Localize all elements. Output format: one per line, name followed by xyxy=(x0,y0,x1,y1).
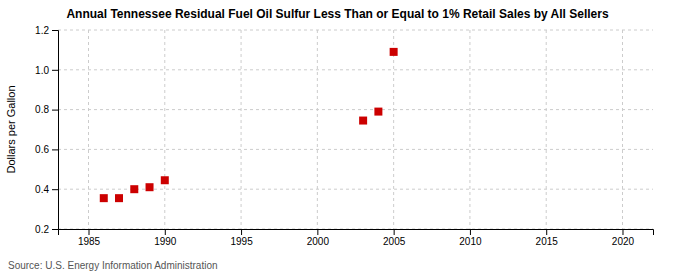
x-tick: 1990 xyxy=(154,229,177,247)
point xyxy=(390,48,398,56)
y-tick-label: 0.8 xyxy=(35,104,49,115)
points xyxy=(100,48,398,202)
annotation: Source: U.S. Energy Information Administ… xyxy=(8,260,218,271)
x-tick-label: 1990 xyxy=(154,236,177,247)
y-axis: 0.2 0.4 0.6 0.8 1.0 1.2 xyxy=(35,25,58,235)
grid-line xyxy=(241,30,242,229)
grid-line xyxy=(164,30,165,229)
y-tick-mark xyxy=(52,149,58,150)
chart: 198519901995200020052010201520200.20.40.… xyxy=(0,0,675,275)
x-axis-line xyxy=(59,230,654,236)
x-tick-mark xyxy=(470,229,471,235)
x-tick: 2005 xyxy=(383,229,406,247)
y-tick-label: 1.2 xyxy=(35,25,49,36)
point xyxy=(130,185,138,193)
x-tick-label: 1995 xyxy=(230,236,253,247)
point xyxy=(161,176,169,184)
y-tick: 0.8 xyxy=(35,104,58,115)
point xyxy=(146,183,154,191)
y-tick: 0.6 xyxy=(35,144,58,155)
grid-line xyxy=(58,69,653,70)
grid-line xyxy=(58,149,653,150)
x-tick-label: 1985 xyxy=(78,236,101,247)
point xyxy=(100,194,108,202)
y-axis-title: Dollars per Gallon xyxy=(5,85,17,173)
y-tick: 0.4 xyxy=(35,184,58,195)
x-tick-label: 2000 xyxy=(307,236,330,247)
title: Annual Tennessee Residual Fuel Oil Sulfu… xyxy=(66,7,608,21)
y-tick: 0.2 xyxy=(35,224,58,235)
x-tick-label: 2005 xyxy=(383,236,406,247)
y-tick-mark xyxy=(52,70,58,71)
x-tick-mark xyxy=(394,229,395,235)
grid-line xyxy=(622,30,623,229)
x-tick: 1995 xyxy=(230,229,253,247)
y-tick-mark xyxy=(52,229,58,230)
x-tick: 2010 xyxy=(459,229,482,247)
x-tick: 2015 xyxy=(536,229,559,247)
x-tick-label: 2015 xyxy=(536,236,559,247)
x-tick-mark xyxy=(165,229,166,235)
x-tick-label: 2010 xyxy=(459,236,482,247)
point xyxy=(115,194,123,202)
point xyxy=(374,108,382,116)
x-tick-mark xyxy=(89,229,90,235)
y-tick-label: 1.0 xyxy=(35,65,49,76)
grid-line xyxy=(58,30,653,31)
x-tick-label: 2020 xyxy=(612,236,635,247)
grid xyxy=(58,30,653,229)
point xyxy=(359,117,367,125)
grid-line xyxy=(393,30,394,229)
x-axis: 1985 1990 1995 2000 2005 2010 2015 2020 xyxy=(59,229,654,247)
y-tick-label: 0.4 xyxy=(35,184,49,195)
y-tick-mark xyxy=(52,110,58,111)
grid-line xyxy=(317,30,318,229)
y-tick: 1.0 xyxy=(35,65,58,76)
grid-line xyxy=(58,109,653,110)
y-tick-mark xyxy=(52,30,58,31)
x-tick-mark xyxy=(546,229,547,235)
x-tick-mark xyxy=(317,229,318,235)
y-tick-label: 0.2 xyxy=(35,224,49,235)
grid-line xyxy=(546,30,547,229)
x-tick-mark xyxy=(241,229,242,235)
y-axis-line xyxy=(52,31,59,230)
y-tick: 1.2 xyxy=(35,25,58,36)
grid-line xyxy=(469,30,470,229)
y-tick-mark xyxy=(52,189,58,190)
plot: 198519901995200020052010201520200.20.40.… xyxy=(35,25,653,247)
x-tick-mark xyxy=(622,229,623,235)
grid-line xyxy=(88,30,89,229)
x-tick: 2000 xyxy=(307,229,330,247)
x-tick: 2020 xyxy=(612,229,635,247)
x-tick: 1985 xyxy=(78,229,101,247)
y-tick-label: 0.6 xyxy=(35,144,49,155)
